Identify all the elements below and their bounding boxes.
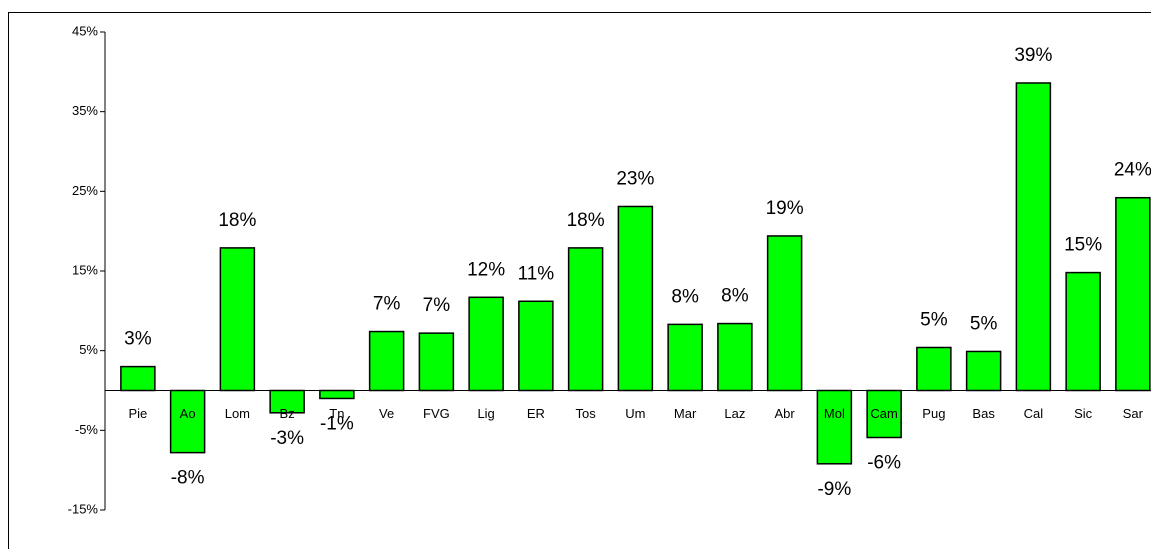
bar <box>667 323 703 392</box>
y-tick-label: -5% <box>75 422 99 437</box>
x-tick-label: Lig <box>477 406 494 421</box>
bar <box>717 322 753 392</box>
x-tick-label: Bas <box>972 406 995 421</box>
value-label: 18% <box>567 210 605 231</box>
value-label: 23% <box>616 168 654 189</box>
bar <box>269 389 305 414</box>
y-tick-label: 25% <box>72 183 98 198</box>
value-label: 24% <box>1114 160 1151 181</box>
bar <box>1065 271 1101 392</box>
value-label: 5% <box>970 313 998 334</box>
value-label: 7% <box>423 295 451 316</box>
y-tick-label: 35% <box>72 103 98 118</box>
value-label: -1% <box>320 413 354 434</box>
x-tick-label: FVG <box>423 406 450 421</box>
value-label: -8% <box>171 468 205 489</box>
y-tick-label: 5% <box>79 342 98 357</box>
value-label: 39% <box>1014 45 1052 66</box>
x-tick-label: ER <box>527 406 545 421</box>
bar <box>468 296 504 392</box>
value-label: -6% <box>867 453 901 474</box>
bar <box>567 247 604 392</box>
x-tick-label: Tn <box>329 406 344 421</box>
x-tick-label: Tos <box>576 406 597 421</box>
bar <box>965 350 1002 392</box>
bar <box>120 365 156 392</box>
x-tick-label: Pie <box>128 406 147 421</box>
x-tick-label: Mol <box>824 406 845 421</box>
bar <box>418 332 455 392</box>
y-tick-label: -15% <box>68 501 99 516</box>
bar <box>916 346 952 392</box>
value-label: 19% <box>766 198 804 219</box>
x-tick-label: Lom <box>225 406 250 421</box>
bar <box>518 300 554 392</box>
value-label: 8% <box>671 286 699 307</box>
bar <box>1015 82 1052 392</box>
bar <box>219 247 256 392</box>
value-label: 5% <box>920 309 948 330</box>
x-tick-label: Sar <box>1123 406 1144 421</box>
x-tick-label: Sic <box>1074 406 1093 421</box>
x-tick-label: Ao <box>180 406 196 421</box>
value-label: 12% <box>467 259 505 280</box>
x-tick-label: Ve <box>379 406 394 421</box>
value-label: 18% <box>218 210 256 231</box>
bar <box>866 389 902 439</box>
x-tick-label: Pug <box>922 406 945 421</box>
bar <box>319 389 355 400</box>
value-label: 11% <box>518 263 555 284</box>
value-label: -9% <box>817 479 851 500</box>
bar <box>617 205 654 392</box>
x-tick-label: Abr <box>775 406 796 421</box>
bar <box>169 389 206 454</box>
x-tick-label: Cal <box>1024 406 1044 421</box>
bar <box>368 330 405 392</box>
value-label: 8% <box>721 286 749 307</box>
y-tick-label: 45% <box>72 23 98 38</box>
value-label: -3% <box>270 428 304 449</box>
value-label: 3% <box>124 329 152 350</box>
bar <box>766 235 803 392</box>
x-tick-label: Mar <box>674 406 697 421</box>
value-label: 15% <box>1064 235 1102 256</box>
x-tick-label: Laz <box>724 406 745 421</box>
x-tick-label: Bz <box>280 406 295 421</box>
y-tick-label: 15% <box>72 262 98 277</box>
bar <box>816 389 853 465</box>
x-tick-label: Cam <box>870 406 897 421</box>
x-tick-label: Um <box>625 406 645 421</box>
bar <box>1115 196 1151 392</box>
value-label: 7% <box>373 294 401 315</box>
